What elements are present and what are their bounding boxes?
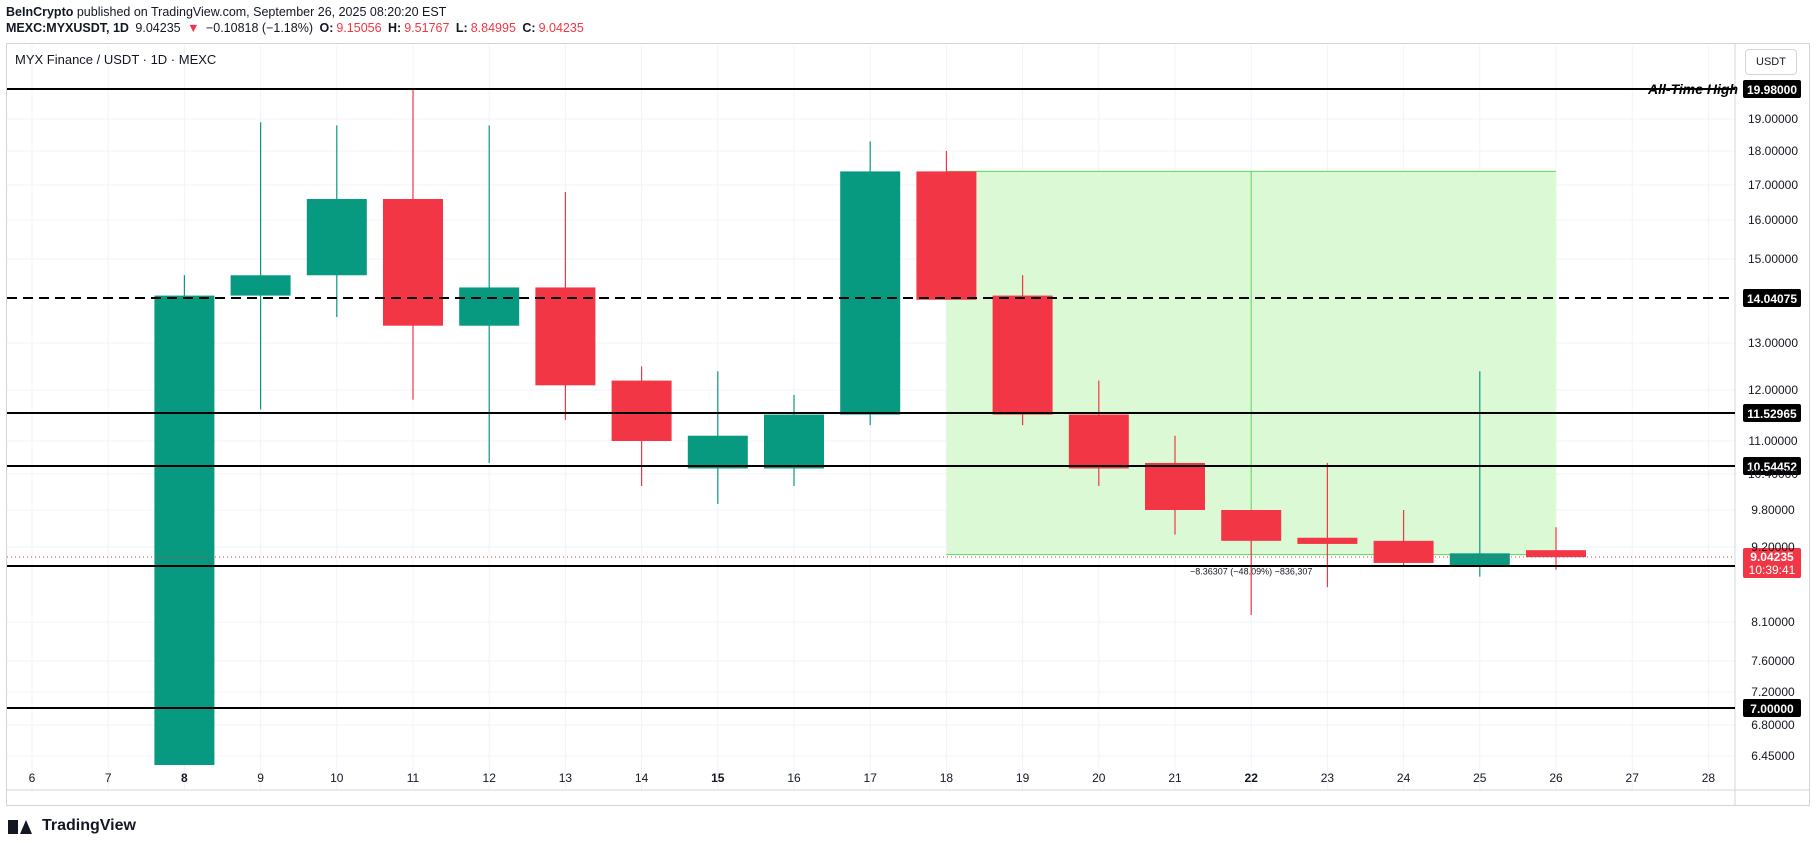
x-tick-label: 14 [635, 771, 649, 785]
publish-info: published on TradingView.com, September … [76, 5, 447, 19]
x-tick-label: 16 [787, 771, 801, 785]
candle-body [306, 199, 367, 276]
x-tick-label: 6 [29, 771, 36, 785]
y-tick-label: 6.45000 [1751, 749, 1795, 763]
candle-body [764, 414, 824, 469]
y-tick-label: 11.00000 [1748, 434, 1797, 448]
y-tick-label: 10.40000 [1748, 467, 1798, 481]
level-price-label: 19.98000 [1747, 83, 1797, 97]
close-label: C: [522, 21, 536, 35]
x-tick-label: 27 [1626, 771, 1640, 785]
publish-line: BeInCrypto published on TradingView.com,… [6, 4, 587, 20]
y-tick-label: 19.00000 [1748, 112, 1798, 126]
y-tick-label: 13.00000 [1748, 336, 1798, 350]
high-label: H: [388, 21, 402, 35]
candle-body [840, 171, 901, 415]
last-price: 9.04235 [135, 21, 181, 35]
down-arrow-icon: ▼ [187, 21, 200, 35]
chart-header: BeInCrypto published on TradingView.com,… [6, 4, 587, 36]
x-tick-label: 17 [864, 771, 878, 785]
currency-button[interactable]: USDT [1745, 49, 1797, 75]
x-tick-label: 9 [257, 771, 264, 785]
level-price-tag [1743, 404, 1801, 422]
change-value: −0.10818 (−1.18%) [205, 21, 313, 35]
level-price-tag [1743, 80, 1801, 98]
x-tick-label: 23 [1321, 771, 1335, 785]
candle-body [687, 435, 748, 469]
low-value: 8.84995 [470, 21, 516, 35]
candle-body [1449, 553, 1510, 567]
candle-body [611, 380, 672, 441]
candle-body [1068, 414, 1129, 469]
low-label: L: [455, 21, 468, 35]
x-tick-label: 26 [1549, 771, 1563, 785]
level-price-label: 10.54452 [1747, 460, 1797, 474]
current-price-tag [1743, 548, 1801, 578]
current-price-label: 9.04235 [1750, 550, 1794, 564]
level-price-label: 14.04075 [1747, 292, 1797, 306]
y-tick-label: 7.20000 [1751, 685, 1795, 699]
close-value: 9.04235 [538, 21, 584, 35]
tradingview-logo-icon [8, 818, 36, 834]
chart-frame [6, 43, 1810, 806]
x-tick-label: 8 [181, 771, 188, 785]
x-tick-label: 25 [1473, 771, 1487, 785]
y-tick-label: 18.00000 [1748, 144, 1798, 158]
y-tick-label: 8.10000 [1751, 615, 1795, 629]
tradingview-logo[interactable]: TradingView [8, 817, 136, 835]
x-tick-label: 15 [711, 771, 725, 785]
y-tick-label: 16.00000 [1748, 213, 1798, 227]
y-tick-label: 15.00000 [1748, 252, 1798, 266]
instrument-title: MYX Finance / USDT · 1D · MEXC [15, 52, 217, 67]
level-price-label: 11.52965 [1747, 407, 1797, 421]
y-tick-label: 17.00000 [1748, 178, 1798, 192]
candle-body [1373, 540, 1434, 563]
y-tick-label: 7.60000 [1751, 654, 1795, 668]
x-tick-label: 21 [1168, 771, 1182, 785]
level-price-tag [1743, 457, 1801, 475]
author-name[interactable]: BeInCrypto [6, 5, 74, 19]
ohlc-line: MEXC:MYXUSDT, 1D 9.04235 ▼ −0.10818 (−1.… [6, 20, 587, 36]
level-price-tag [1743, 699, 1801, 717]
x-tick-label: 20 [1092, 771, 1106, 785]
brand-name: TradingView [42, 817, 136, 834]
x-tick-label: 11 [407, 771, 420, 785]
candle-body [1221, 510, 1282, 541]
candle-body [154, 295, 215, 765]
candle-body [1145, 462, 1205, 510]
open-value: 9.15056 [336, 21, 382, 35]
x-tick-label: 13 [559, 771, 573, 785]
x-tick-label: 10 [330, 771, 344, 785]
x-tick-label: 19 [1016, 771, 1030, 785]
y-tick-label: 9.80000 [1751, 503, 1795, 517]
candle-body [230, 275, 291, 296]
candle-body [459, 287, 520, 326]
high-value: 9.51767 [404, 21, 450, 35]
level-price-tag [1743, 289, 1801, 307]
candle-body [383, 199, 443, 326]
x-tick-label: 18 [940, 771, 954, 785]
x-tick-label: 22 [1245, 771, 1259, 785]
candle-body [992, 295, 1053, 415]
x-tick-label: 12 [483, 771, 497, 785]
level-annotation: All-Time High [1647, 81, 1738, 97]
candle-body [535, 287, 596, 386]
x-tick-label: 7 [105, 771, 112, 785]
candle-body [1526, 550, 1586, 558]
candle-body [916, 171, 977, 300]
symbol-label: MEXC:MYXUSDT, 1D [6, 21, 129, 35]
y-tick-label: 9.20000 [1751, 540, 1795, 554]
countdown-label: 10:39:41 [1749, 563, 1796, 577]
y-tick-label: 6.80000 [1751, 718, 1795, 732]
x-tick-label: 28 [1702, 771, 1716, 785]
x-tick-label: 24 [1397, 771, 1411, 785]
candle-body [1297, 537, 1358, 544]
open-label: O: [319, 21, 334, 35]
level-price-label: 7.00000 [1750, 702, 1794, 716]
y-tick-label: 12.00000 [1748, 383, 1798, 397]
